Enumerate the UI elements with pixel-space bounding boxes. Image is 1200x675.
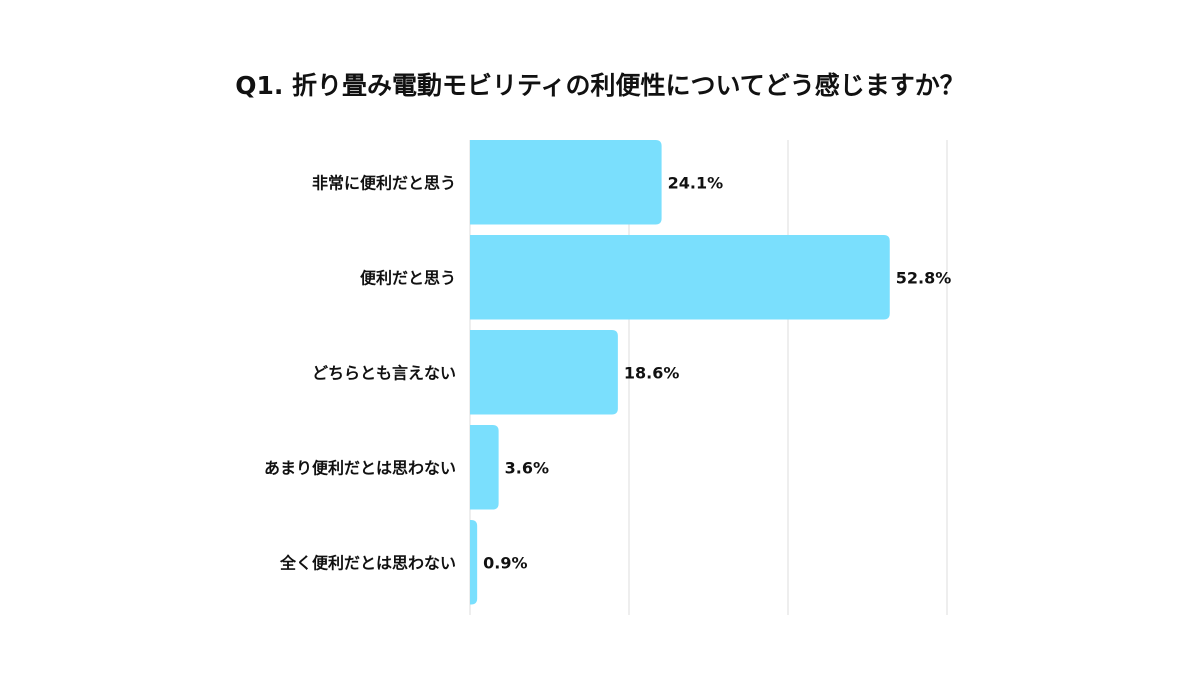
bar xyxy=(470,235,890,320)
bar xyxy=(470,140,662,225)
value-label: 24.1% xyxy=(668,173,724,192)
value-label: 18.6% xyxy=(624,363,680,382)
value-label: 3.6% xyxy=(505,458,549,477)
category-label: 非常に便利だと思う xyxy=(312,173,456,192)
category-label: あまり便利だとは思わない xyxy=(264,458,456,477)
value-label: 0.9% xyxy=(483,553,527,572)
category-label: どちらとも言えない xyxy=(312,363,456,382)
bar xyxy=(470,330,618,415)
chart-title: Q1. 折り畳み電動モビリティの利便性についてどう感じますか？ xyxy=(235,71,965,100)
value-label: 52.8% xyxy=(896,268,952,287)
bar xyxy=(470,425,499,510)
bar xyxy=(470,520,478,605)
category-label: 便利だと思う xyxy=(360,268,456,287)
category-label: 全く便利だとは思わない xyxy=(279,553,456,572)
